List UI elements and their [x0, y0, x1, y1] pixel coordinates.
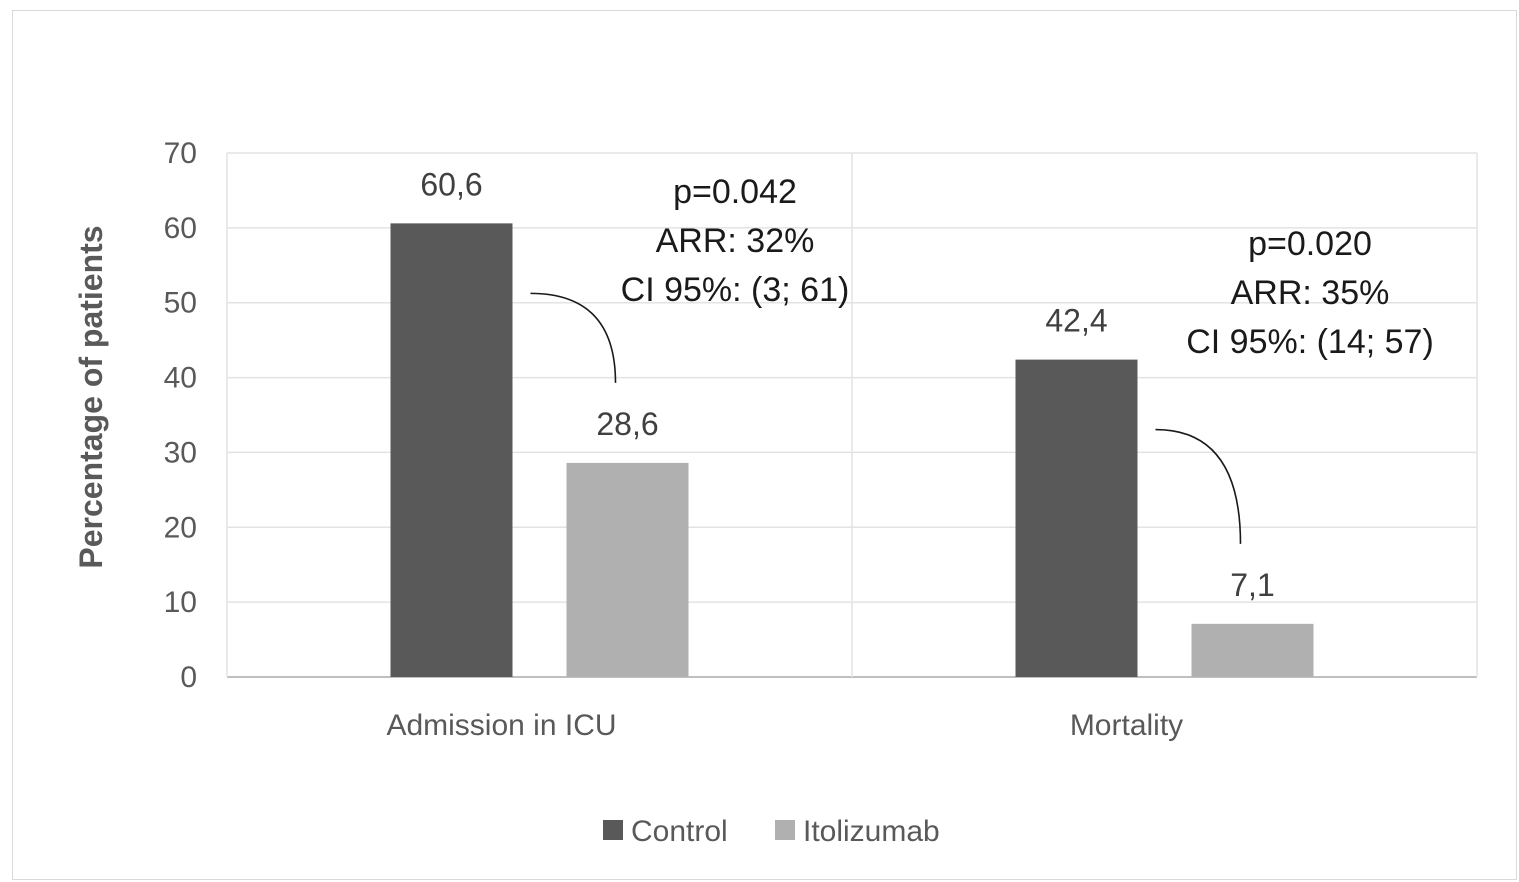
y-tick-label: 30	[164, 436, 197, 469]
bar-itolizumab	[566, 462, 689, 677]
y-tick-label: 60	[164, 212, 197, 245]
x-category-label: Admission in ICU	[386, 709, 616, 742]
annotation-line: p=0.020	[1248, 225, 1372, 263]
annotation-arc	[1155, 428, 1242, 544]
legend: Control Itolizumab	[603, 815, 940, 848]
bar-control	[1015, 359, 1138, 677]
legend-label: Itolizumab	[803, 815, 940, 848]
x-axis-categories: Admission in ICU Mortality	[386, 709, 1183, 742]
annotation-arcs	[530, 292, 1242, 544]
x-category-label: Mortality	[1070, 709, 1183, 742]
y-axis-ticks: 0 10 20 30 40 50 60 70	[164, 137, 197, 694]
y-tick-label: 40	[164, 362, 197, 395]
y-axis-label: Percentage of patients	[73, 225, 109, 568]
y-tick-label: 70	[164, 137, 197, 170]
legend-swatch-itolizumab	[775, 820, 795, 840]
bar-itolizumab	[1191, 623, 1314, 677]
annotation-line: CI 95%: (3; 61)	[621, 271, 850, 309]
y-tick-label: 10	[164, 586, 197, 619]
data-label: 28,6	[596, 406, 658, 442]
legend-swatch-control	[603, 820, 623, 840]
annotation-line: p=0.042	[673, 173, 797, 211]
data-label: 42,4	[1045, 303, 1107, 339]
data-label: 7,1	[1230, 567, 1274, 603]
annotation-line: CI 95%: (14; 57)	[1186, 323, 1434, 361]
annotation-line: ARR: 32%	[656, 222, 815, 260]
legend-label: Control	[631, 815, 728, 848]
annotation-arc	[530, 292, 617, 383]
y-tick-label: 0	[180, 661, 197, 694]
y-tick-label: 20	[164, 511, 197, 544]
data-label: 60,6	[420, 166, 482, 202]
bar-control	[390, 223, 513, 677]
bars	[390, 223, 1314, 677]
chart-frame	[12, 10, 1517, 880]
annotation-line: ARR: 35%	[1231, 274, 1390, 312]
y-tick-label: 50	[164, 287, 197, 320]
annotations: p=0.042 ARR: 32% CI 95%: (3; 61) p=0.020 ARR…	[621, 173, 1434, 361]
data-labels: 60,6 28,6 42,4 7,1	[420, 166, 1274, 602]
